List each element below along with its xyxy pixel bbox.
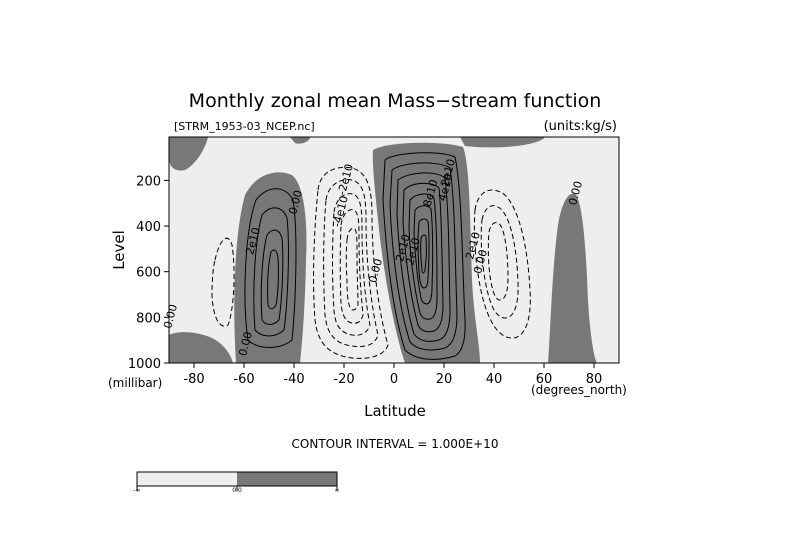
colorbar-positive: [237, 472, 337, 486]
contour-neg-north-3: [487, 222, 509, 301]
contour-label: 0.00: [161, 303, 180, 330]
y-tick-label: 600: [136, 266, 161, 281]
contour-hadley-2: [389, 162, 458, 351]
chart-subtitle-file: [STRM_1953-03_NCEP.nc]: [174, 120, 315, 133]
contour-neg-tropic-5: [345, 227, 359, 311]
y-axis-unit: (millibar): [108, 376, 162, 390]
x-axis-title: Latitude: [364, 402, 426, 420]
contour-neg-tropic-2: [323, 179, 379, 348]
contour-south-3: [253, 207, 289, 337]
plot-area: [169, 137, 619, 363]
contour-south-2: [244, 188, 297, 348]
y-axis-title: Level: [110, 230, 128, 270]
x-axis: -80 -60 -40 -20 0 20 40 60 80: [183, 363, 602, 387]
contour-hadley-7: [417, 218, 430, 289]
contour-label: 0.00: [236, 330, 255, 357]
chart-title: Monthly zonal mean Mass−stream function: [189, 90, 602, 112]
contour-label: 0.00: [471, 248, 490, 275]
x-tick-label: 60: [536, 372, 553, 387]
positive-region-right-edge: [548, 193, 597, 363]
y-tick-label: 1000: [128, 357, 161, 372]
contour-hadley-5: [408, 193, 438, 320]
positive-region-top-right: [460, 137, 545, 148]
x-tick-label: 0: [390, 372, 398, 387]
colorbar-negative: [137, 472, 237, 486]
contour-hadley-1: [382, 152, 466, 360]
x-tick-label: 40: [486, 372, 503, 387]
positive-region-top-mid: [290, 137, 310, 144]
positive-region-top-left: [169, 137, 208, 171]
x-tick-label: -60: [233, 372, 254, 387]
contour-hadley-4: [402, 182, 444, 333]
positive-cell-southern: [234, 172, 307, 363]
y-tick-label: 800: [136, 311, 161, 326]
chart-subtitle-units: (units:kg/s): [544, 119, 617, 134]
y-tick-label: 400: [136, 220, 161, 235]
colorbar-label: ∞: [335, 487, 340, 494]
y-axis: 200 400 600 800 1000: [128, 174, 169, 372]
contour-neg-tropic-4: [339, 209, 364, 324]
contour-interval: CONTOUR INTERVAL = 1.000E+10: [292, 437, 499, 451]
contour-neg-south: [211, 237, 235, 327]
contour-label: 0.00: [366, 257, 385, 284]
contour-hadley-3: [396, 172, 451, 342]
contour-hadley-6: [413, 205, 434, 305]
contour-hadley-8: [420, 234, 427, 274]
x-axis-unit: (degrees_north): [531, 383, 627, 397]
x-tick-label: -20: [333, 372, 354, 387]
contour-labels: 2e100.00-2e10-4e100.002e102e102e104e108e…: [161, 158, 585, 358]
contour-neg-tropic-1: [313, 166, 389, 359]
contour-label: 0.00: [286, 189, 305, 216]
x-tick-label: 20: [436, 372, 453, 387]
colorbar-label: -∞: [133, 487, 140, 494]
contour-south-4: [260, 229, 284, 325]
y-tick-label: 200: [136, 174, 161, 189]
colorbar-label: 0.0: [232, 487, 242, 494]
contour-neg-tropic-3: [332, 193, 371, 336]
contour-neg-north-2: [480, 205, 519, 319]
x-tick-label: 80: [586, 372, 603, 387]
x-tick-label: -40: [283, 372, 304, 387]
positive-region-left-low: [169, 332, 233, 363]
contour-neg-north-1: [473, 189, 531, 339]
contour-south-5: [267, 249, 279, 310]
x-tick-label: -80: [183, 372, 204, 387]
contour-label: 0.00: [566, 180, 585, 207]
colorbar: -∞ 0.0 ∞: [133, 471, 340, 494]
